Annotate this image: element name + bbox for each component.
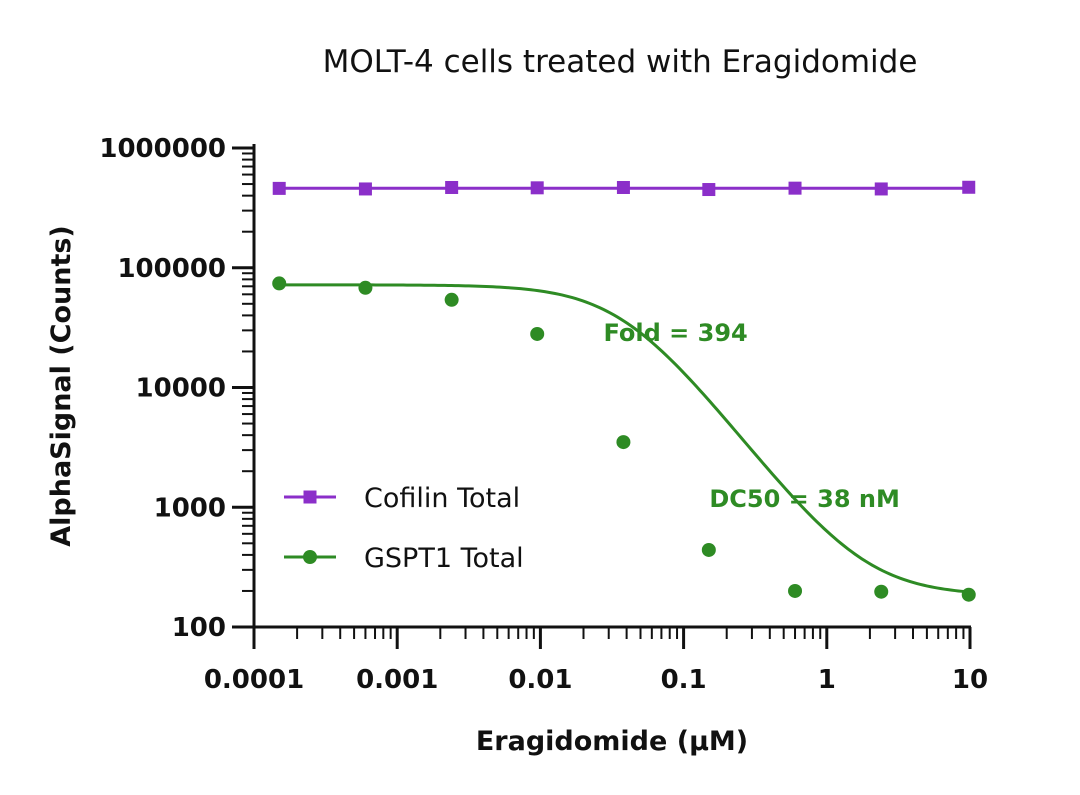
axes: 100 1000 10000 100000 1000000 0.0001 0.001 0.01… xyxy=(99,134,988,695)
legend-label-gspt1: GSPT1 Total xyxy=(364,543,524,574)
data-point-gspt1 xyxy=(358,280,373,295)
data-point-gspt1 xyxy=(616,435,631,450)
annotation-fold: Fold = 394 xyxy=(603,319,747,347)
fit-curves xyxy=(279,186,969,594)
chart-title: MOLT-4 cells treated with Eragidomide xyxy=(323,44,918,80)
x-tick-label: 0.1 xyxy=(661,665,707,695)
data-point-gspt1 xyxy=(788,583,803,598)
data-point-gspt1 xyxy=(961,587,976,602)
x-tick-label: 0.01 xyxy=(508,665,572,695)
y-tick-label: 10000 xyxy=(136,374,226,404)
data-point-gspt1 xyxy=(530,326,545,341)
legend-label-cofilin: Cofilin Total xyxy=(364,483,520,514)
annotation-dc50: DC50 = 38 nM xyxy=(709,485,899,513)
y-tick-label: 1000 xyxy=(154,493,226,523)
data-points xyxy=(272,180,976,602)
legend-marker-gspt1 xyxy=(303,550,317,564)
y-tick-label: 100 xyxy=(172,613,226,643)
data-point-cofilin xyxy=(445,180,459,194)
legend: Cofilin Total GSPT1 Total xyxy=(284,483,524,574)
y-tick-label: 1000000 xyxy=(99,134,226,164)
data-point-cofilin xyxy=(962,180,976,194)
data-point-cofilin xyxy=(530,181,544,195)
x-tick-label: 10 xyxy=(952,665,988,695)
data-point-cofilin xyxy=(874,182,888,196)
y-tick-label: 100000 xyxy=(117,254,226,284)
data-point-cofilin xyxy=(702,183,716,197)
data-point-gspt1 xyxy=(444,292,459,307)
data-point-cofilin xyxy=(616,180,630,194)
y-axis-title: AlphaSignal (Counts) xyxy=(46,225,77,547)
x-tick-label: 0.001 xyxy=(356,665,438,695)
data-point-gspt1 xyxy=(272,276,287,291)
x-tick-label: 1 xyxy=(818,665,836,695)
x-tick-label: 0.0001 xyxy=(204,665,304,695)
data-point-cofilin xyxy=(358,182,372,196)
data-point-gspt1 xyxy=(701,542,716,557)
data-point-gspt1 xyxy=(874,584,889,599)
legend-marker-cofilin xyxy=(303,490,317,504)
data-point-cofilin xyxy=(272,181,286,195)
data-point-cofilin xyxy=(788,181,802,195)
x-axis-title: Eragidomide (µM) xyxy=(476,726,748,757)
series-curve-gspt1 xyxy=(279,283,969,594)
